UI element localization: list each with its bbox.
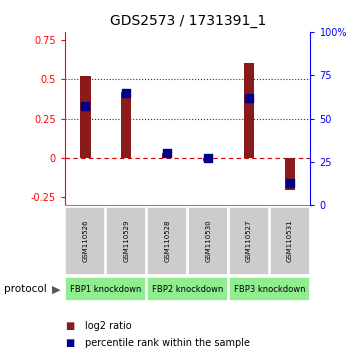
Bar <box>203 158 213 161</box>
FancyBboxPatch shape <box>270 207 310 275</box>
Text: percentile rank within the sample: percentile rank within the sample <box>85 338 250 348</box>
FancyBboxPatch shape <box>229 207 269 275</box>
Text: FBP1 knockdown: FBP1 knockdown <box>70 285 142 294</box>
FancyBboxPatch shape <box>188 207 228 275</box>
Text: GSM110531: GSM110531 <box>287 219 293 262</box>
Point <box>205 156 211 161</box>
FancyBboxPatch shape <box>147 207 187 275</box>
Title: GDS2573 / 1731391_1: GDS2573 / 1731391_1 <box>110 14 266 28</box>
Text: GSM110530: GSM110530 <box>205 219 211 262</box>
Point <box>83 104 88 109</box>
Text: GSM110526: GSM110526 <box>82 219 88 262</box>
Text: protocol: protocol <box>4 284 46 295</box>
Text: GSM110527: GSM110527 <box>246 219 252 262</box>
Point <box>164 150 170 156</box>
Text: GSM110528: GSM110528 <box>164 219 170 262</box>
Point <box>123 90 129 96</box>
Text: ■: ■ <box>65 338 74 348</box>
Text: ▶: ▶ <box>52 284 61 295</box>
Point <box>287 180 293 185</box>
Bar <box>285 158 295 189</box>
FancyBboxPatch shape <box>65 278 147 301</box>
FancyBboxPatch shape <box>147 278 228 301</box>
Bar <box>121 92 131 158</box>
Text: ■: ■ <box>65 321 74 331</box>
FancyBboxPatch shape <box>106 207 147 275</box>
Bar <box>80 76 91 158</box>
Text: FBP2 knockdown: FBP2 knockdown <box>152 285 223 294</box>
Text: FBP3 knockdown: FBP3 knockdown <box>234 285 305 294</box>
Text: log2 ratio: log2 ratio <box>85 321 131 331</box>
Point <box>246 95 252 101</box>
FancyBboxPatch shape <box>65 207 105 275</box>
Text: GSM110529: GSM110529 <box>123 219 129 262</box>
Bar <box>162 153 172 158</box>
FancyBboxPatch shape <box>229 278 310 301</box>
Bar <box>244 63 254 158</box>
